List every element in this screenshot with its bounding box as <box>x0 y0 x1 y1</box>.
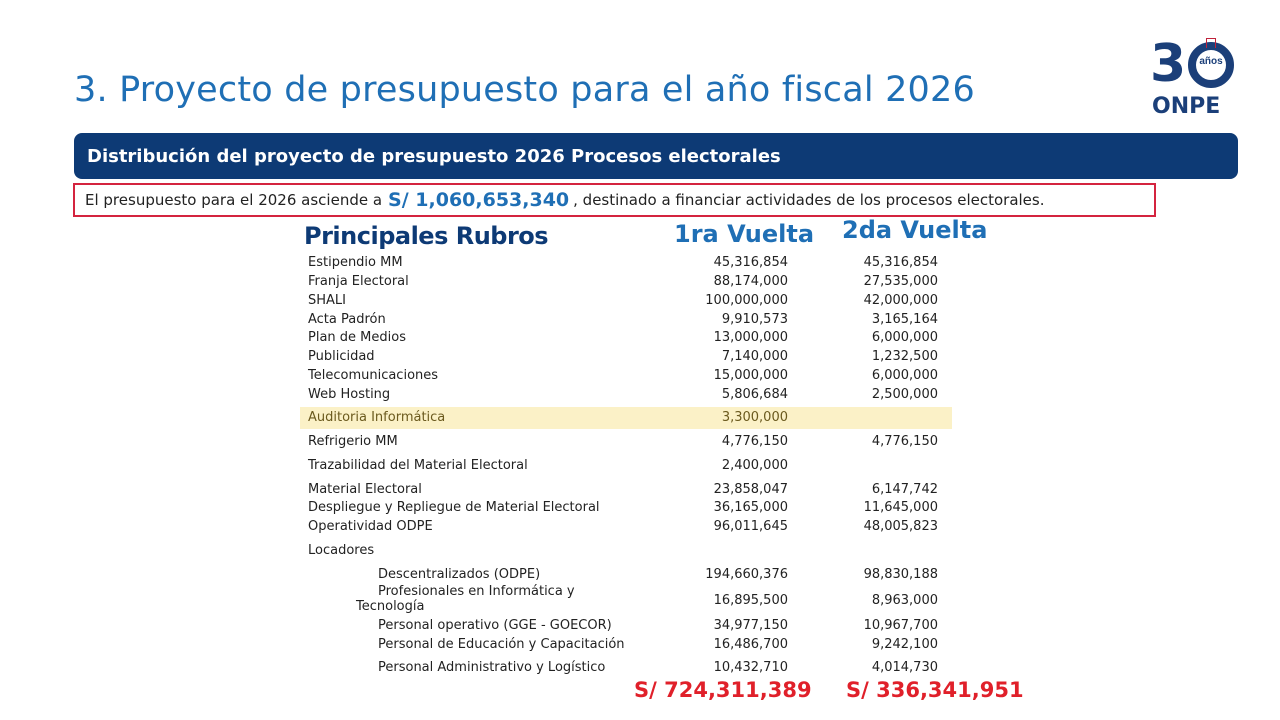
table-row: Profesionales en Informática y Tecnologí… <box>356 584 938 614</box>
table-row: Refrigerio MM 4,776,150 4,776,150 <box>308 434 938 449</box>
table-row: SHALI 100,000,000 42,000,000 <box>308 293 938 308</box>
logo-org: ONPE <box>1152 94 1221 119</box>
table-row: Descentralizados (ODPE) 194,660,376 98,830… <box>378 567 938 582</box>
table-row: Despliegue y Repliegue de Material Elect… <box>308 500 938 515</box>
section-banner: Distribución del proyecto de presupuesto… <box>74 133 1238 179</box>
table-row: Personal de Educación y Capacitación 16,4… <box>378 637 938 652</box>
logo-years: años <box>1199 56 1223 67</box>
table-row: Material Electoral 23,858,047 6,147,742 <box>308 482 938 497</box>
table-row: Estipendio MM 45,316,854 45,316,854 <box>308 255 938 270</box>
table-row: Trazabilidad del Material Electoral 2,400… <box>308 458 788 473</box>
table-row: Personal operativo (GGE - GOECOR) 34,977,… <box>378 618 938 633</box>
logo-hand-icon <box>1206 38 1216 48</box>
logo-number: 3 <box>1150 34 1186 94</box>
summary-suffix: , destinado a financiar actividades de l… <box>573 191 1045 209</box>
table-row: Acta Padrón 9,910,573 3,165,164 <box>308 312 938 327</box>
table-row-group-locadores: Locadores <box>308 543 375 558</box>
header-rubros: Principales Rubros <box>304 222 549 250</box>
header-vuelta1: 1ra Vuelta <box>674 220 815 248</box>
table-row-highlighted: Auditoria Informática 3,300,000 <box>300 407 952 429</box>
table-row: Franja Electoral 88,174,000 27,535,000 <box>308 274 938 289</box>
logo-ring-icon <box>1188 42 1234 88</box>
table-row: Publicidad 7,140,000 1,232,500 <box>308 349 938 364</box>
table-row: Plan de Medios 13,000,000 6,000,000 <box>308 330 938 345</box>
header-vuelta2: 2da Vuelta <box>842 216 988 244</box>
page-title: 3. Proyecto de presupuesto para el año f… <box>74 70 975 110</box>
table-row: Telecomunicaciones 15,000,000 6,000,000 <box>308 368 938 383</box>
banner-text: Distribución del proyecto de presupuesto… <box>87 145 781 167</box>
onpe-logo: 3 años ONPE <box>1150 38 1240 124</box>
budget-summary: El presupuesto para el 2026 asciende a S… <box>73 183 1156 217</box>
table-row: Web Hosting 5,806,684 2,500,000 <box>308 387 938 402</box>
summary-prefix: El presupuesto para el 2026 asciende a <box>85 191 383 209</box>
total-vuelta2: S/ 336,341,951 <box>846 678 1024 702</box>
total-vuelta1: S/ 724,311,389 <box>634 678 812 702</box>
table-row: Personal Administrativo y Logístico 10,43… <box>378 660 938 675</box>
table-row: Operatividad ODPE 96,011,645 48,005,823 <box>308 519 938 534</box>
summary-amount: S/ 1,060,653,340 <box>388 189 570 211</box>
